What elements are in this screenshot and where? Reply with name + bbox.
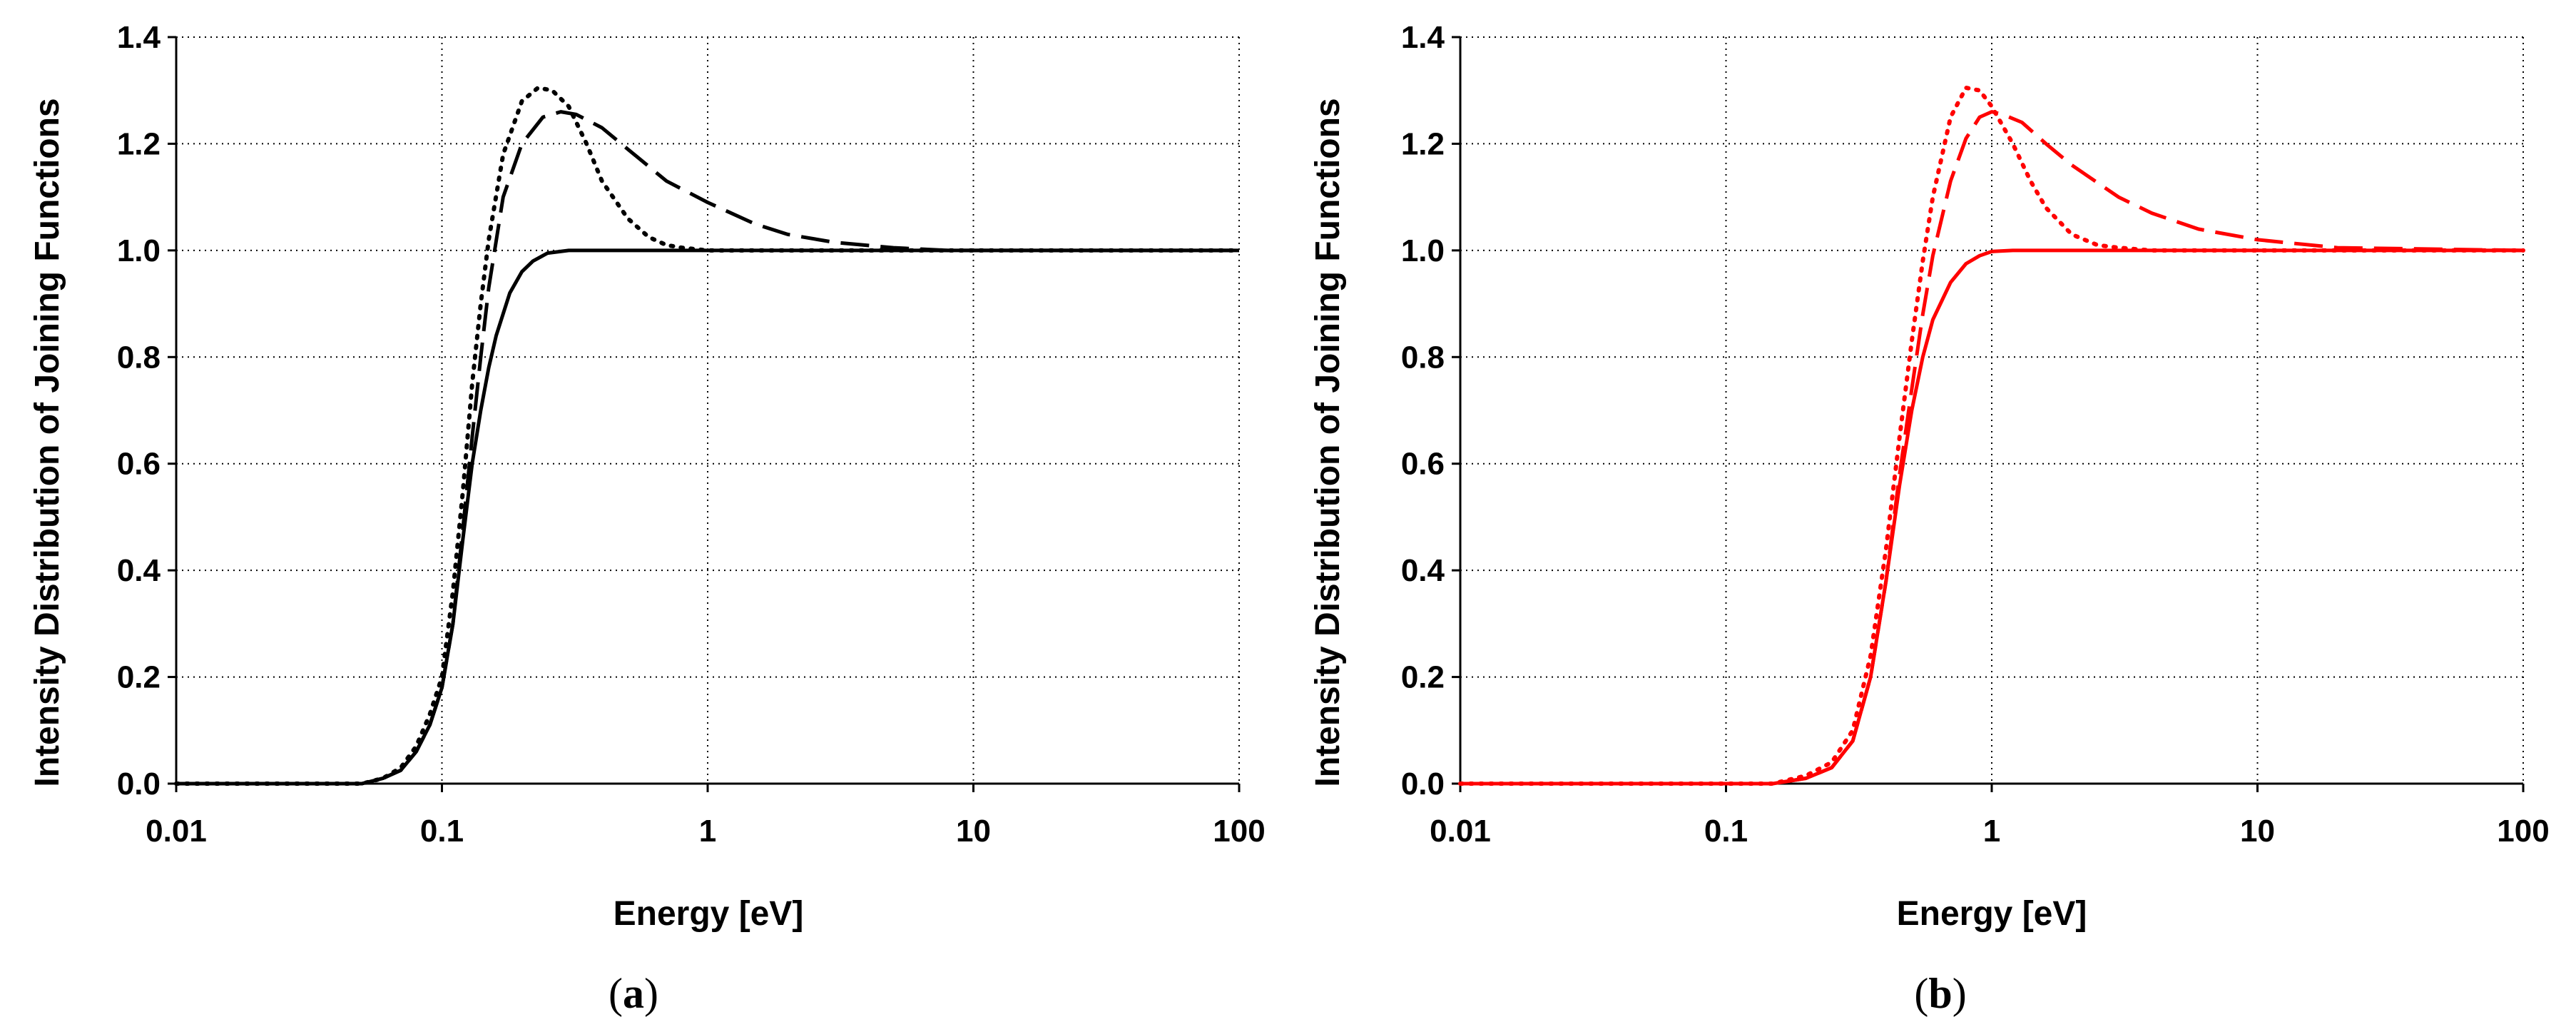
x-tick-label-a: 10 [956, 814, 991, 849]
y-tick-label-b: 1.2 [1401, 126, 1445, 161]
x-tick-label-a: 0.01 [146, 814, 207, 849]
panel-b: Intensity Distribution of Joining Functi… [1309, 20, 2550, 1017]
series-line-dashed-a [176, 110, 1239, 786]
x-tick-label-a: 1 [699, 814, 716, 849]
x-tick-label-b: 10 [2240, 814, 2275, 849]
y-tick-label-a: 1.4 [117, 20, 161, 55]
y-tick-label-a: 0.0 [117, 767, 161, 801]
y-tick-label-a: 0.8 [117, 340, 161, 375]
y-tick-label-b: 0.8 [1401, 340, 1445, 375]
y-tick-label-a: 1.2 [117, 126, 161, 161]
x-tick-label-b: 0.1 [1704, 814, 1748, 849]
series-line-dashed-b [1460, 110, 2524, 786]
x-axis-label-a: Energy [eV] [614, 895, 804, 933]
panel-label-b: (b) [1914, 970, 1966, 1017]
x-axis-label-b: Energy [eV] [1897, 895, 2087, 933]
y-tick-label-b: 1.0 [1401, 233, 1445, 268]
y-tick-label-a: 0.6 [117, 447, 161, 482]
panel-label-a: (a) [609, 970, 658, 1017]
y-tick-label-b: 0.4 [1401, 553, 1445, 588]
x-tick-label-a: 100 [1213, 814, 1265, 849]
y-axis-label-a: Intensity Distribution of Joining Functi… [29, 98, 66, 786]
x-tick-label-b: 100 [2497, 814, 2549, 849]
series-line-solid-a [176, 248, 1239, 786]
panel-letter-b: b [1928, 970, 1952, 1017]
series-line-dotted-b [1458, 86, 2525, 786]
y-axis-label-b: Intensity Distribution of Joining Functi… [1309, 98, 1347, 786]
panel-a: Intensity Distribution of Joining Functi… [29, 20, 1266, 1017]
x-tick-label-b: 1 [1983, 814, 2000, 849]
panel-letter-a: a [623, 970, 644, 1017]
y-tick-label-a: 0.4 [117, 553, 161, 588]
y-tick-label-a: 0.2 [117, 660, 161, 695]
x-tick-label-a: 0.1 [420, 814, 464, 849]
y-tick-label-b: 0.2 [1401, 660, 1445, 695]
y-tick-label-b: 1.4 [1401, 20, 1445, 55]
x-tick-label-b: 0.01 [1430, 814, 1491, 849]
y-tick-label-b: 0.0 [1401, 767, 1445, 801]
y-tick-label-b: 0.6 [1401, 447, 1445, 482]
y-tick-label-a: 1.0 [117, 233, 161, 268]
